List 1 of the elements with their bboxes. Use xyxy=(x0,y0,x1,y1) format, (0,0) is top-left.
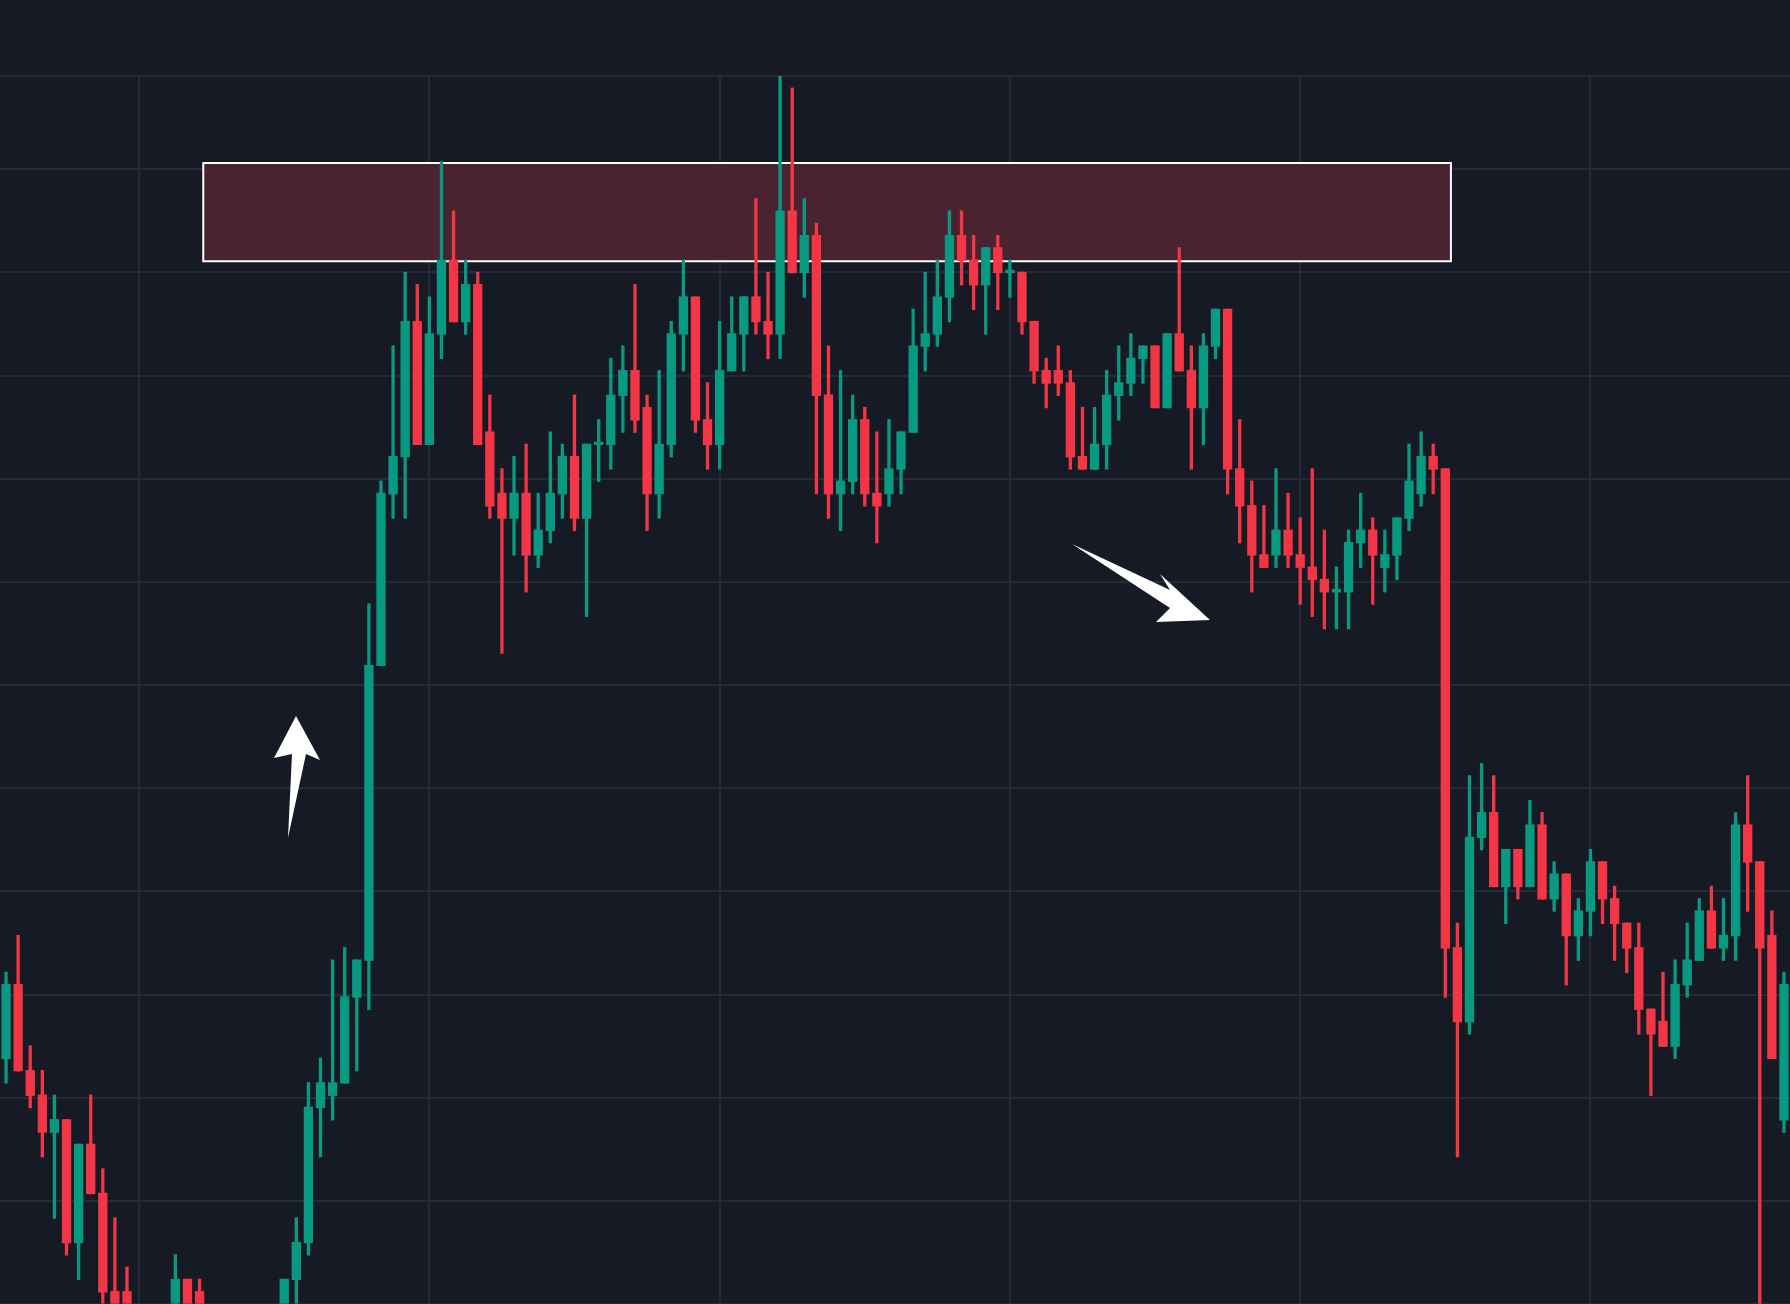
candlestick xyxy=(1005,259,1015,298)
